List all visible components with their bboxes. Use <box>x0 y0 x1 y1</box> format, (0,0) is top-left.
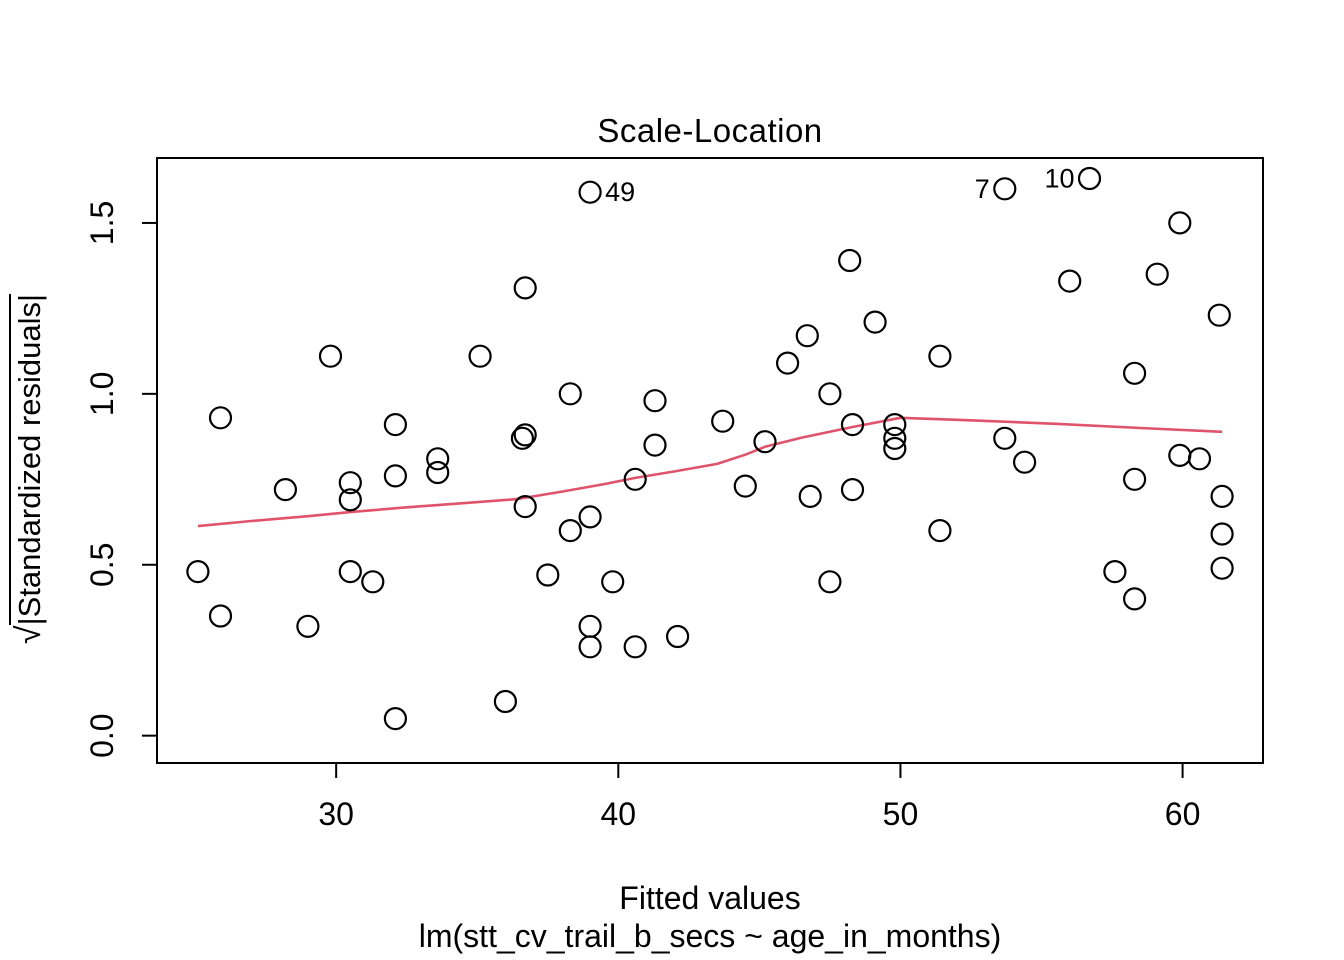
data-point <box>928 344 952 368</box>
outlier-label: 7 <box>975 174 990 204</box>
data-point <box>578 505 602 529</box>
data-point <box>601 570 625 594</box>
data-point <box>338 488 362 512</box>
data-point <box>1210 484 1234 508</box>
data-point <box>1122 467 1147 491</box>
data-point <box>338 471 362 495</box>
outlier-point <box>993 177 1017 201</box>
data-point <box>273 478 297 502</box>
smooth-line <box>197 416 1223 528</box>
data-point <box>208 406 233 430</box>
data-point <box>361 570 385 594</box>
x-tick-label: 50 <box>883 796 919 832</box>
data-point <box>513 276 537 300</box>
data-point <box>558 518 582 543</box>
data-point <box>623 635 647 659</box>
outlier-label: 49 <box>605 177 635 207</box>
plot-frame <box>156 157 1264 764</box>
data-point <box>840 478 865 502</box>
y-tick-label: 0.5 <box>84 543 120 587</box>
data-point <box>623 467 647 491</box>
data-point <box>711 409 735 433</box>
data-point <box>383 413 407 437</box>
data-point <box>733 474 757 498</box>
data-point <box>493 689 517 714</box>
outlier-point <box>578 180 602 204</box>
data-point <box>883 413 907 437</box>
data-point <box>383 464 407 488</box>
x-axis-title: Fitted values <box>619 880 801 916</box>
data-point <box>1210 522 1234 546</box>
outlier-point <box>1077 166 1102 191</box>
data-point <box>208 604 233 628</box>
y-axis-title: √|Standardized residuals| <box>9 239 56 699</box>
data-point <box>883 436 907 461</box>
x-tick-label: 30 <box>318 796 354 832</box>
data-point <box>1168 211 1192 235</box>
data-point <box>338 559 362 584</box>
data-point <box>838 248 862 273</box>
data-point <box>1168 443 1192 467</box>
data-point <box>1145 262 1169 286</box>
data-point <box>513 423 537 447</box>
data-point <box>1187 447 1212 471</box>
data-point <box>795 324 819 348</box>
data-point <box>513 495 537 519</box>
data-point <box>665 624 690 649</box>
data-point <box>383 706 407 731</box>
data-point <box>840 413 865 437</box>
data-point <box>928 518 952 543</box>
y-axis-title-text: |Standardized residuals| <box>9 293 47 626</box>
x-tick-label: 40 <box>601 796 637 832</box>
data-point <box>296 614 320 638</box>
y-tick-label: 0.0 <box>84 713 120 757</box>
data-point <box>643 433 667 457</box>
data-point <box>863 310 887 334</box>
data-point <box>536 563 560 587</box>
data-point <box>818 570 842 594</box>
data-point <box>1012 450 1037 474</box>
data-point <box>1122 587 1147 611</box>
outlier-label: 10 <box>1044 164 1074 194</box>
data-point <box>426 447 450 471</box>
sqrt-symbol: √ <box>10 625 48 645</box>
data-point <box>818 382 842 406</box>
y-tick-label: 1.5 <box>84 201 120 245</box>
data-point <box>798 484 822 508</box>
data-point <box>883 426 907 450</box>
data-point <box>1207 303 1231 327</box>
data-point <box>1058 269 1082 293</box>
data-point <box>775 351 800 375</box>
data-point <box>318 344 343 368</box>
data-point <box>468 344 492 368</box>
chart-title: Scale-Location <box>597 112 823 149</box>
data-point <box>186 559 210 584</box>
data-point <box>510 426 535 450</box>
data-point <box>426 460 450 485</box>
data-point <box>753 430 777 454</box>
data-point <box>1122 361 1147 385</box>
data-point <box>643 389 667 413</box>
data-point <box>578 614 602 638</box>
data-point <box>578 635 602 659</box>
data-point <box>1210 556 1234 580</box>
data-point <box>558 382 582 406</box>
y-tick-label: 1.0 <box>84 372 120 416</box>
data-point <box>993 426 1017 450</box>
x-tick-label: 60 <box>1165 796 1201 832</box>
data-point <box>1103 559 1127 584</box>
x-axis-model-formula: lm(stt_cv_trail_b_secs ~ age_in_months) <box>418 918 1002 954</box>
